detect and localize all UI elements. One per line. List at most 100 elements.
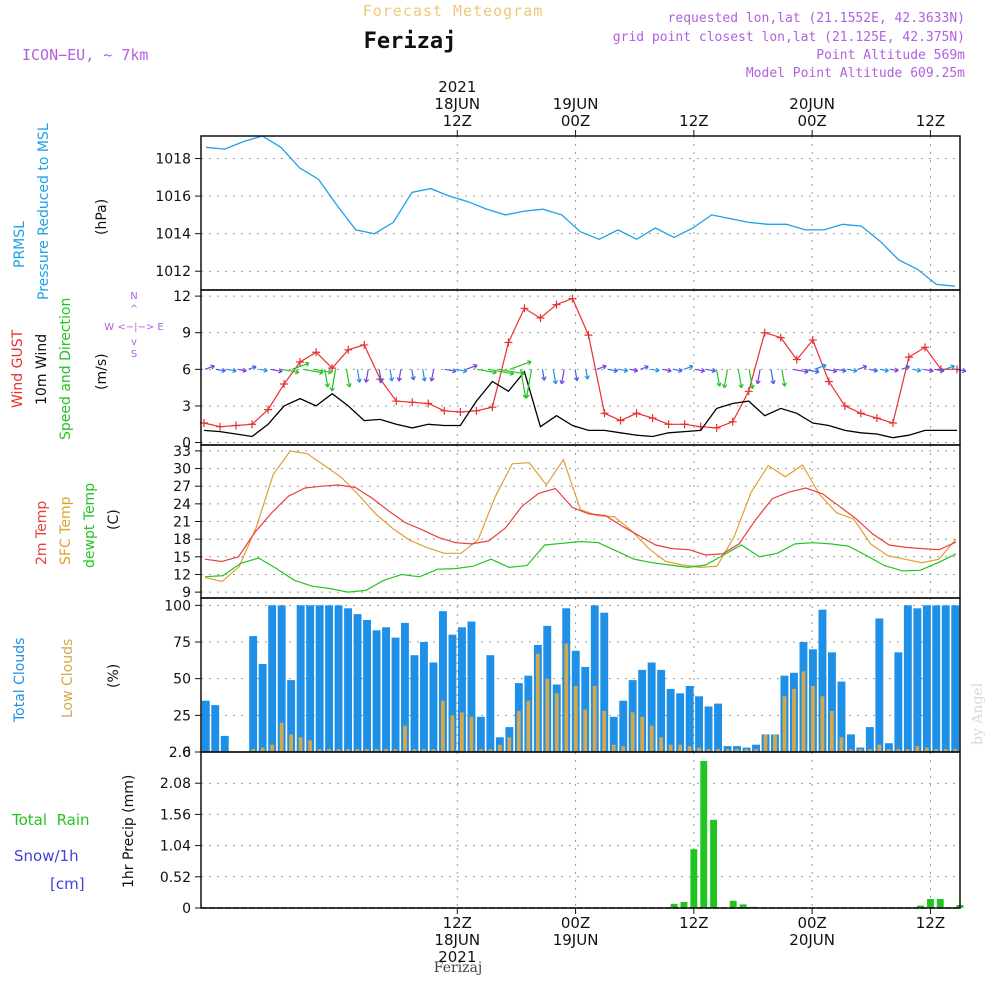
cloud-bars [201, 605, 960, 752]
wind-arrow-head [473, 363, 478, 369]
total-cloud-bar [353, 614, 362, 752]
wind-arrow [723, 369, 729, 388]
total-cloud-bar [382, 627, 390, 752]
model-altitude: Model Point Altitude 609.25m [746, 66, 965, 81]
low-cloud-bar [943, 749, 948, 752]
wind-gust-markers [200, 294, 961, 432]
wind-arrow [879, 368, 889, 372]
low-cloud-bar [279, 722, 284, 752]
gust-marker [296, 358, 305, 367]
total-cloud-bar [287, 680, 296, 752]
x-tick-label-top: 20JUN [789, 95, 835, 113]
wind-arrow-head [940, 367, 945, 374]
wind-arrow [324, 369, 329, 388]
wind-arrow [890, 368, 899, 372]
wind-arrow [476, 368, 497, 374]
low-cloud-bar [355, 749, 360, 752]
wind-arrow-head [451, 368, 457, 374]
y-tick-label: 21 [173, 515, 191, 531]
gust-marker [808, 336, 817, 345]
wind-arrow-head [950, 364, 955, 370]
gust-marker [680, 420, 689, 429]
gust-marker [408, 398, 417, 407]
x-tick-label-top: 12Z [443, 112, 472, 130]
panel-frame [200, 597, 961, 753]
wind-arrow-head [324, 383, 330, 388]
y-tick-label: 12 [173, 289, 191, 305]
wind-arrow-head [584, 375, 590, 380]
wind-arrow-head [388, 377, 395, 382]
wind-arrow-head [527, 360, 532, 366]
low-cloud-bar [611, 744, 616, 752]
gust-marker [264, 405, 273, 414]
gust-marker [744, 387, 753, 396]
compass-we: W <−|−> E [104, 322, 163, 333]
total-cloud-bar [476, 716, 485, 752]
wind-arrow [345, 369, 351, 388]
pressure-line [205, 135, 956, 287]
x-tick-label-top: 18JUN [434, 95, 480, 113]
gust-marker [872, 414, 881, 423]
rain-bar [729, 900, 737, 908]
total-cloud-bar [268, 605, 277, 752]
gust-marker [584, 331, 593, 340]
total-cloud-bar [875, 618, 884, 752]
low-cloud-bar [469, 716, 474, 752]
y-tick-label: 1018 [155, 152, 191, 168]
wind-arrow-head [232, 367, 237, 374]
low-cloud-bar [924, 747, 929, 752]
x-tick-label-top: 00Z [797, 112, 826, 130]
low-cloud-bar [640, 716, 645, 752]
wind-arrow-head [678, 367, 683, 374]
total-cloud-bar [638, 669, 647, 752]
total-cloud-bar [752, 744, 760, 752]
y-tick-label: 15 [173, 550, 191, 566]
location-title: Ferizaj [364, 29, 457, 54]
gust-marker [856, 409, 865, 418]
gust-marker [248, 420, 257, 429]
low-cloud-bar [877, 744, 882, 752]
wind-arrow [672, 368, 683, 372]
low-cloud-bar [251, 749, 256, 752]
wind-arrow [509, 360, 532, 370]
y-tick-label: 9 [182, 326, 191, 342]
total-cloud-bar [884, 743, 893, 752]
chart-title: Forecast Meteogram [363, 2, 544, 20]
total-cloud-bar [666, 688, 675, 752]
total-cloud-bar [723, 746, 732, 752]
low-cloud-bar [630, 712, 635, 752]
total-cloud-bar [600, 612, 609, 752]
wind-arrow-head [781, 382, 787, 387]
low-cloud-bar [830, 710, 834, 752]
wind-arrow-head [396, 377, 402, 382]
low-cloud-bar [886, 749, 891, 752]
wind-arrow [868, 368, 878, 372]
y-tick-label: 1012 [155, 264, 191, 280]
wind-arrow [737, 369, 743, 388]
total-cloud-bar [714, 703, 722, 752]
total-cloud-bar [458, 627, 466, 752]
y-tick-label: 2.6 [169, 745, 191, 761]
x-tick-label-top: 2021 [438, 78, 476, 96]
low-cloud-bar [289, 734, 293, 752]
low-cloud-bar [545, 678, 550, 752]
wind-arrow-head [294, 369, 300, 375]
wind-arrow [561, 369, 565, 385]
x-tick-label-top: 12Z [679, 112, 708, 130]
wind-arrow [792, 368, 809, 373]
wind-arrow-head [462, 368, 468, 374]
y-tick-label: 2.08 [160, 776, 191, 792]
gust-marker [712, 423, 721, 432]
low-cloud-bar [479, 749, 483, 752]
point-altitude: Point Altitude 569m [816, 48, 965, 63]
wind-arrow-head [884, 367, 889, 373]
gust-marker [824, 377, 833, 386]
low-cloud-bar [441, 700, 445, 752]
pressure-label-msl: Pressure Reduced to MSL [36, 123, 52, 300]
low-cloud-bar [896, 749, 901, 752]
low-cloud-bar [858, 749, 863, 752]
total-cloud-bar [211, 705, 220, 752]
rain-bar [739, 904, 747, 908]
